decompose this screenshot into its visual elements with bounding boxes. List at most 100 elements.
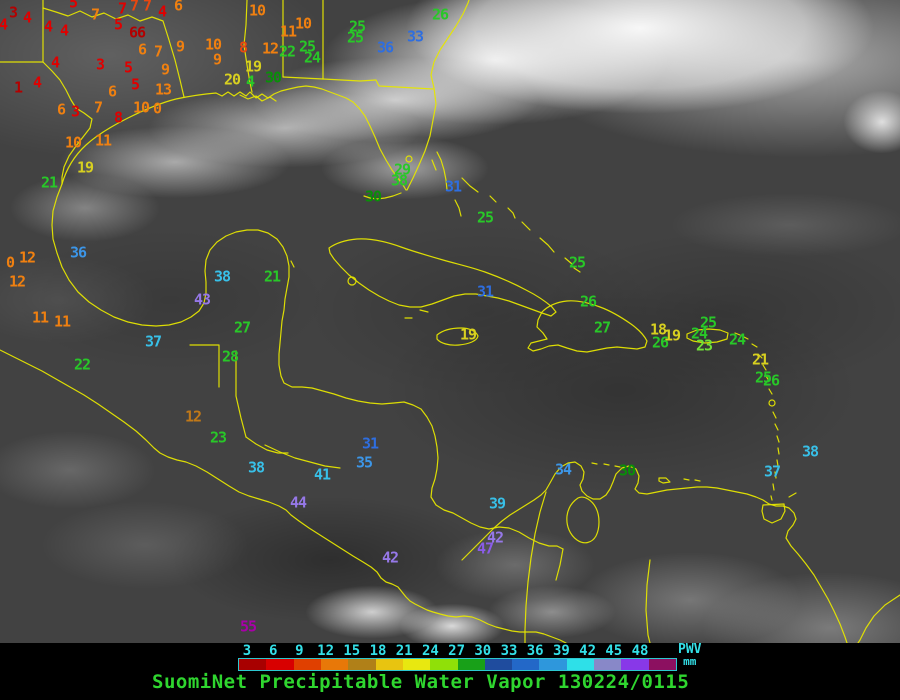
coastline-greater-antilles — [328, 238, 749, 353]
colorbar-tick: 21 — [395, 643, 413, 659]
pwv-station-value: 41 — [313, 465, 331, 484]
pwv-station-value: 10 — [204, 35, 222, 54]
pwv-station-value: 44 — [289, 493, 307, 512]
pwv-station-value: 26 — [762, 371, 780, 390]
colorbar-segment — [566, 659, 595, 670]
pwv-station-value: 19 — [76, 158, 94, 177]
colorbar-tick: 3 — [242, 643, 252, 659]
pwv-station-value: 9 — [160, 60, 170, 79]
pwv-station-value: 39 — [488, 494, 506, 513]
pwv-station-value: 23 — [209, 428, 227, 447]
colorbar-tick: 45 — [605, 643, 623, 659]
pwv-station-value: 24 — [728, 330, 746, 349]
colorbar-unit-label: PWV mm — [678, 643, 701, 667]
pwv-station-value: 22 — [278, 42, 296, 61]
pwv-station-value: 5 — [123, 58, 133, 77]
pwv-station-value: 4 — [245, 72, 255, 91]
coastline-lesser-antilles — [751, 343, 797, 524]
colorbar-tick: 42 — [579, 643, 597, 659]
colorbar-segment — [293, 659, 321, 670]
pwv-station-value: 29 — [393, 160, 411, 179]
pwv-station-value: 3 — [70, 102, 80, 121]
pwv-station-value: 30 — [264, 68, 282, 87]
colorbar-segment — [512, 659, 540, 670]
coastline-south-america — [461, 461, 900, 643]
pwv-station-value: 4 — [0, 15, 8, 34]
coastline-mexico-centam — [51, 183, 564, 581]
colorbar-tick: 48 — [631, 643, 649, 659]
pwv-station-value: 1 — [13, 78, 23, 97]
pwv-station-value: 11 — [279, 22, 297, 41]
legend-bar: 3 6 9 12 15 18 21 24 27 30 33 36 39 42 45 48 PWV mm Suo… — [0, 643, 900, 700]
map-title: SuomiNet Precipitable Water Vapor 130224… — [152, 671, 690, 693]
pwv-station-value: 18 — [649, 320, 667, 339]
pwv-station-value: 5 — [130, 75, 140, 94]
pwv-station-value: 21 — [263, 267, 281, 286]
pwv-station-value: 38 — [801, 442, 819, 461]
colorbar-tick: 9 — [295, 643, 304, 659]
colorbar-segment — [457, 659, 485, 670]
colorbar-tick: 36 — [526, 643, 544, 659]
pwv-station-value: 22 — [73, 355, 91, 374]
pwv-station-value: 4 — [50, 53, 60, 72]
pwv-station-value: 7 — [93, 98, 103, 117]
pwv-station-value: 13 — [154, 80, 172, 99]
pwv-station-value: 6 — [173, 0, 183, 15]
colorbar-segment — [430, 659, 458, 670]
colorbar-tick: 24 — [421, 643, 439, 659]
pwv-station-value: 37 — [763, 462, 781, 481]
pwv-station-value: 11 — [94, 131, 112, 150]
pwv-station-value: 4 — [22, 8, 32, 27]
colorbar-segment — [402, 659, 431, 670]
satellite-image: 3 4 4 4 4 5 7 7 7 7 4 6 5 66 6 7 4 3 5 1 4 5 6 9 6 3 7 8 13 10 0 10 11 19… — [0, 0, 900, 643]
colorbar-segment — [539, 659, 567, 670]
colorbar-segment — [266, 659, 294, 670]
colorbar-tick: 27 — [448, 643, 466, 659]
pwv-station-value: 28 — [221, 347, 239, 366]
colorbar-segment — [484, 659, 513, 670]
pwv-station-value: 5 — [113, 15, 123, 34]
pwv-station-value: 6 — [56, 100, 66, 119]
pwv-station-value: 0 — [152, 99, 162, 118]
unit-mm: mm — [683, 655, 697, 668]
colorbar-tick: 33 — [500, 643, 518, 659]
pwv-station-value: 4 — [157, 2, 167, 21]
pwv-station-value: 38 — [247, 458, 265, 477]
pwv-station-value: 7 — [142, 0, 152, 15]
pwv-station-value: 25 — [348, 17, 366, 36]
pwv-station-value: 9 — [175, 37, 185, 56]
pwv-station-value: 26 — [431, 5, 449, 24]
colorbar-tick: 39 — [552, 643, 570, 659]
pwv-station-value: 19 — [663, 326, 681, 345]
pwv-station-value: 55 — [239, 617, 257, 636]
pwv-station-value: 47 — [476, 539, 494, 558]
pwv-station-value: 37 — [144, 332, 162, 351]
pwv-station-value: 7 — [90, 5, 100, 24]
pwv-station-value: 25 — [568, 253, 586, 272]
pwv-station-value: 26 — [651, 333, 669, 352]
pwv-station-value: 27 — [593, 318, 611, 337]
pwv-station-value: 27 — [233, 318, 251, 337]
colorbar-segment — [594, 659, 622, 670]
pwv-station-value: 3 — [95, 55, 105, 74]
pwv-station-value: 20 — [223, 70, 241, 89]
pwv-station-value: 36 — [376, 38, 394, 57]
pwv-station-value: 12 — [184, 407, 202, 426]
pwv-station-value: 21 — [40, 173, 58, 192]
pwv-station-value: 25 — [476, 208, 494, 227]
pwv-station-value: 7 — [129, 0, 139, 15]
pwv-station-value: 30 — [618, 461, 636, 480]
pwv-station-value: 42 — [486, 528, 504, 547]
pwv-station-value: 4 — [59, 21, 69, 40]
pwv-station-value: 25 — [298, 37, 316, 56]
pwv-station-value: 24 — [303, 48, 321, 67]
pwv-station-value: 33 — [406, 27, 424, 46]
colorbar-segment — [239, 659, 267, 670]
colorbar-segment — [320, 659, 349, 670]
pwv-station-value: 66 — [128, 23, 146, 42]
pwv-station-value: 6 — [107, 82, 117, 101]
pwv-station-value: 31 — [444, 177, 462, 196]
colorbar — [238, 658, 677, 671]
pwv-station-value: 8 — [238, 38, 248, 57]
pwv-station-value: 11 — [31, 308, 49, 327]
